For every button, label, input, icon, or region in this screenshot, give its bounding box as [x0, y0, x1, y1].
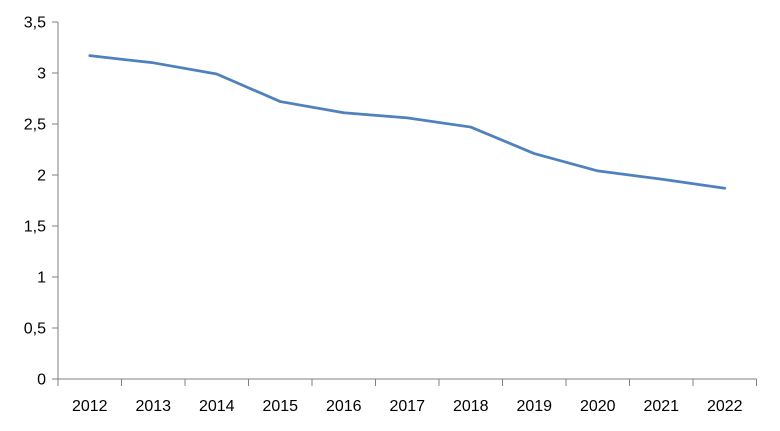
x-axis-tick-label: 2021 [643, 398, 679, 415]
y-axis-tick-label: 3 [37, 66, 46, 83]
x-axis-tick-label: 2015 [262, 398, 298, 415]
x-axis-tick-label: 2019 [516, 398, 552, 415]
x-axis-tick-label: 2012 [72, 398, 108, 415]
data-line [88, 54, 727, 190]
x-axis-tick-label: 2016 [326, 398, 362, 415]
y-axis-tick-label: 0 [37, 372, 46, 389]
y-axis-tick-label: 0,5 [24, 321, 46, 338]
y-axis-tick-label: 2 [37, 168, 46, 185]
x-axis-tick-label: 2014 [199, 398, 235, 415]
x-axis-tick-label: 2013 [135, 398, 171, 415]
y-axis-tick-label: 1,5 [24, 219, 46, 236]
y-axis-tick-label: 2,5 [24, 117, 46, 134]
y-axis-tick-label: 1 [37, 270, 46, 287]
x-axis-tick-label: 2022 [707, 398, 743, 415]
x-axis-tick-label: 2020 [580, 398, 616, 415]
x-axis-tick-label: 2017 [389, 398, 425, 415]
x-axis-tick-label: 2018 [453, 398, 489, 415]
y-axis-tick-label: 3,5 [24, 15, 46, 32]
